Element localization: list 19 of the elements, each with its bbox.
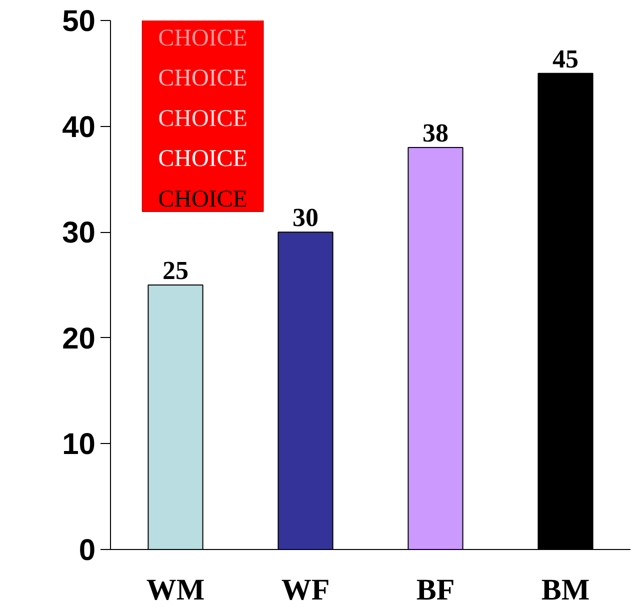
data-label: 30: [292, 203, 318, 232]
annotation: CHOICE: [158, 66, 248, 92]
data-label: 38: [422, 118, 448, 148]
y-tick-label: 30: [62, 216, 96, 250]
annotation: CHOICE: [158, 186, 248, 212]
y-tick-label: 0: [78, 534, 96, 567]
annotation: CHOICE: [158, 25, 248, 52]
x-tick-label: BM: [541, 574, 590, 606]
annotation: CHOICE: [158, 106, 248, 132]
annotation: CHOICE: [158, 146, 248, 172]
data-label: 45: [552, 44, 578, 74]
y-tick-label: 20: [62, 322, 96, 356]
y-tick-label: 10: [62, 428, 96, 462]
data-label: 25: [162, 256, 188, 285]
x-tick-label: BF: [416, 574, 455, 606]
y-tick-label: 40: [62, 110, 96, 144]
y-tick-label: 50: [62, 5, 96, 38]
x-tick-label: WF: [281, 574, 330, 606]
x-tick-label: WM: [146, 574, 205, 606]
